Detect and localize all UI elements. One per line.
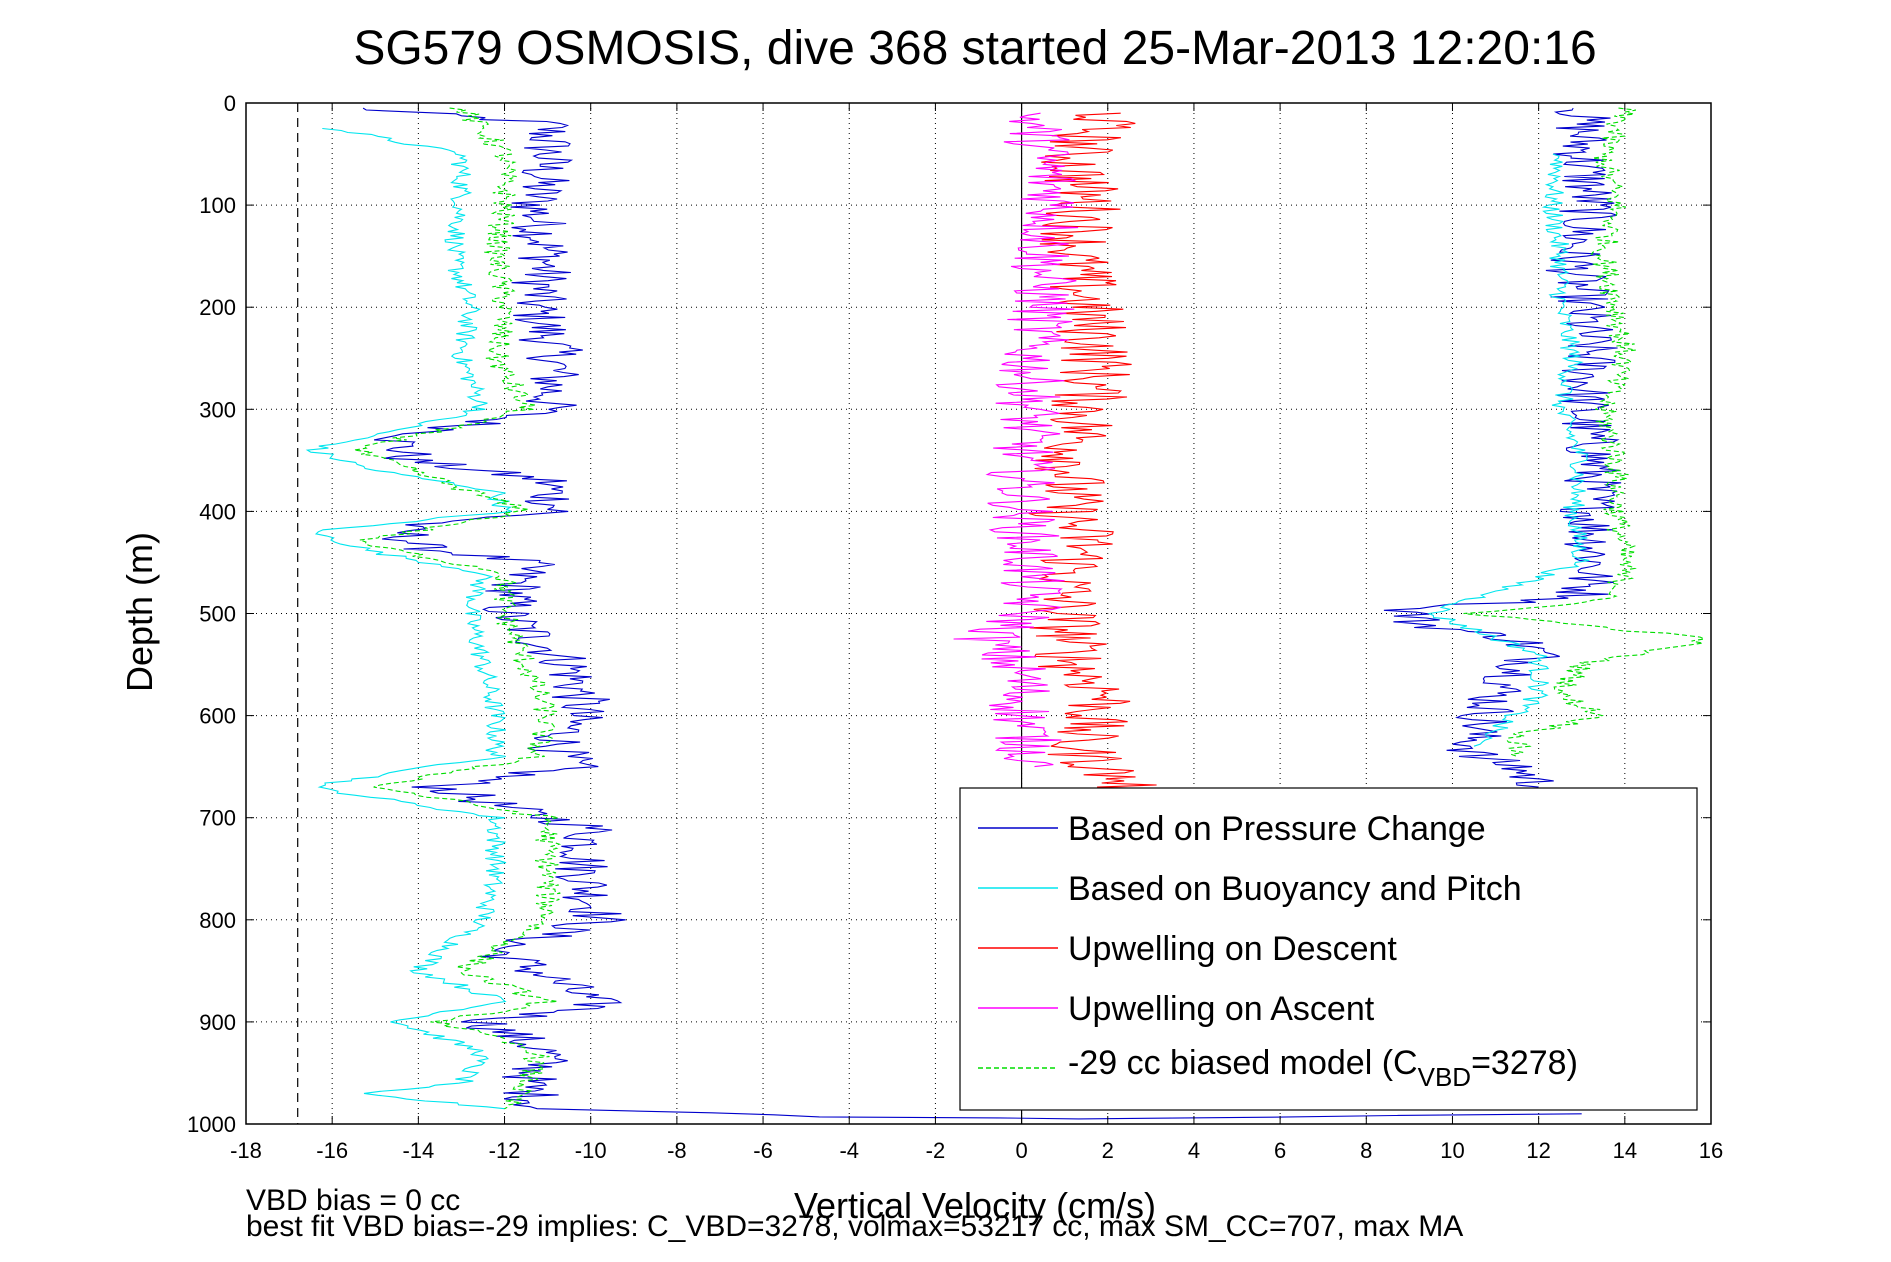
- footer-line-1: VBD bias = 0 cc: [246, 1184, 460, 1217]
- legend-label: Upwelling on Ascent: [1068, 990, 1375, 1028]
- x-axis-label: Vertical Velocity (cm/s): [794, 1185, 1156, 1226]
- y-tick-label: 500: [199, 602, 236, 627]
- legend-box: [959, 787, 1698, 1111]
- y-tick-label: 400: [199, 499, 236, 524]
- series-line: [354, 107, 562, 1110]
- series-4: [354, 107, 1707, 1110]
- series-0: [362, 107, 1622, 1120]
- chart-title: SG579 OSMOSIS, dive 368 started 25-Mar-2…: [353, 22, 1596, 75]
- series-line: [362, 107, 1582, 1120]
- series-line: [1383, 107, 1622, 788]
- series-line: [953, 112, 1079, 768]
- legend-label: Based on Pressure Change: [1068, 810, 1486, 848]
- y-tick-label: 0: [224, 91, 236, 116]
- x-tick-label: 4: [1188, 1138, 1200, 1163]
- x-tick-label: -10: [575, 1138, 607, 1163]
- data-series: [305, 107, 1707, 1120]
- x-tick-label: 10: [1440, 1138, 1464, 1163]
- x-tick-label: 12: [1526, 1138, 1550, 1163]
- y-tick-label: 300: [199, 397, 236, 422]
- legend-label: Upwelling on Descent: [1068, 930, 1397, 968]
- y-tick-label: 700: [199, 806, 236, 831]
- legend-label: -29 cc biased model (CVBD=3278): [1068, 1044, 1578, 1092]
- series-3: [953, 112, 1079, 768]
- x-tick-label: -18: [230, 1138, 262, 1163]
- legend: Based on Pressure Change Based on Buoyanc…: [959, 787, 1698, 1111]
- x-tick-label: -6: [753, 1138, 773, 1163]
- y-tick-label: 100: [199, 193, 236, 218]
- x-tick-label: 16: [1699, 1138, 1723, 1163]
- x-tick-label: -8: [667, 1138, 687, 1163]
- x-tick-label: -14: [402, 1138, 434, 1163]
- y-axis-ticks: 0 100 200 300 400 500 600 700 800 900 1000: [187, 91, 1711, 1137]
- y-axis-label: Depth (m): [119, 532, 160, 692]
- legend-label: Based on Buoyancy and Pitch: [1068, 870, 1522, 908]
- x-tick-label: 0: [1015, 1138, 1027, 1163]
- x-tick-label: 14: [1613, 1138, 1637, 1163]
- y-tick-label: 800: [199, 908, 236, 933]
- y-tick-label: 600: [199, 704, 236, 729]
- x-tick-label: 8: [1360, 1138, 1372, 1163]
- series-line: [1463, 107, 1707, 757]
- x-tick-label: 6: [1274, 1138, 1286, 1163]
- footer-line-2: best fit VBD bias=-29 implies: C_VBD=327…: [246, 1210, 1463, 1243]
- series-line: [1427, 153, 1590, 747]
- x-tick-label: -16: [316, 1138, 348, 1163]
- x-axis-ticks: -18 -16 -14 -12 -10 -8 -6 -4 -2 0 2 4 6 8 10 12 14 16: [230, 103, 1723, 1163]
- y-tick-label: 900: [199, 1010, 236, 1035]
- y-tick-label: 1000: [187, 1112, 236, 1137]
- y-tick-label: 200: [199, 295, 236, 320]
- x-tick-label: -2: [926, 1138, 946, 1163]
- x-tick-label: 2: [1102, 1138, 1114, 1163]
- x-tick-label: -4: [839, 1138, 859, 1163]
- series-1: [305, 127, 1590, 1110]
- x-tick-label: -12: [489, 1138, 521, 1163]
- series-line: [305, 127, 513, 1110]
